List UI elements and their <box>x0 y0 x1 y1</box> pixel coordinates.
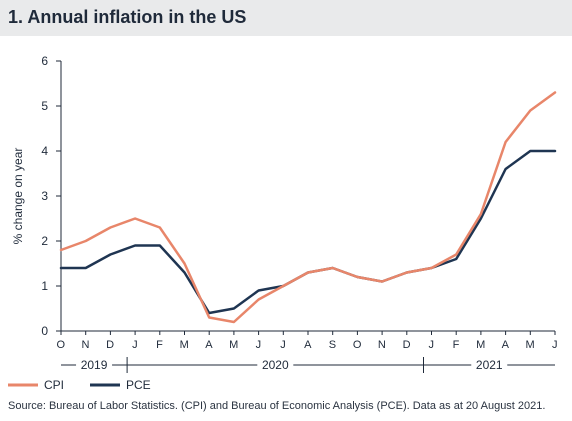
x-tick-label: M <box>180 339 190 351</box>
x-tick-label: J <box>132 339 138 351</box>
x-tick-label: D <box>403 339 411 351</box>
x-tick-label: J <box>256 339 262 351</box>
x-tick-label: A <box>205 339 213 351</box>
series-line-pce <box>59 149 557 315</box>
x-tick-label: A <box>502 339 510 351</box>
year-label: 2021 <box>476 358 503 372</box>
x-tick-label: J <box>280 339 286 351</box>
year-label: 2019 <box>81 358 108 372</box>
y-tick-label: 1 <box>41 279 48 293</box>
y-tick-label: 3 <box>41 189 48 203</box>
x-tick-label: O <box>56 339 65 351</box>
x-tick-label: S <box>329 339 337 351</box>
x-tick-label: J <box>552 339 558 351</box>
x-tick-label: M <box>525 339 535 351</box>
inflation-line-chart: 0 1 2 3 4 5 6 % change on year O N D J F M A M J J A S O N D J F… <box>8 54 558 392</box>
x-tick-label: M <box>476 339 486 351</box>
legend-label-cpi: CPI <box>44 378 64 392</box>
y-tick-label: 0 <box>41 324 48 338</box>
x-tick-label: F <box>156 339 163 351</box>
x-tick-label: N <box>81 339 89 351</box>
legend-label-pce: PCE <box>126 378 151 392</box>
y-tick-label: 5 <box>41 99 48 113</box>
y-tick-label: 6 <box>41 54 48 68</box>
y-tick-label: 2 <box>41 234 48 248</box>
source-note: Source: Bureau of Labor Statistics. (CPI… <box>8 400 546 412</box>
x-tick-label: M <box>229 339 239 351</box>
year-label: 2020 <box>262 358 289 372</box>
series-line-cpi <box>59 91 557 324</box>
title-bar: 1. Annual inflation in the US <box>0 0 572 36</box>
x-tick-label: D <box>106 339 114 351</box>
x-tick-label: O <box>353 339 362 351</box>
x-tick-label: N <box>378 339 386 351</box>
y-tick-label: 4 <box>41 144 48 158</box>
x-tick-label: A <box>304 339 312 351</box>
x-tick-label: F <box>453 339 460 351</box>
y-axis-label: % change on year <box>11 148 25 245</box>
chart-title: 1. Annual inflation in the US <box>8 7 247 27</box>
x-tick-label: J <box>429 339 435 351</box>
